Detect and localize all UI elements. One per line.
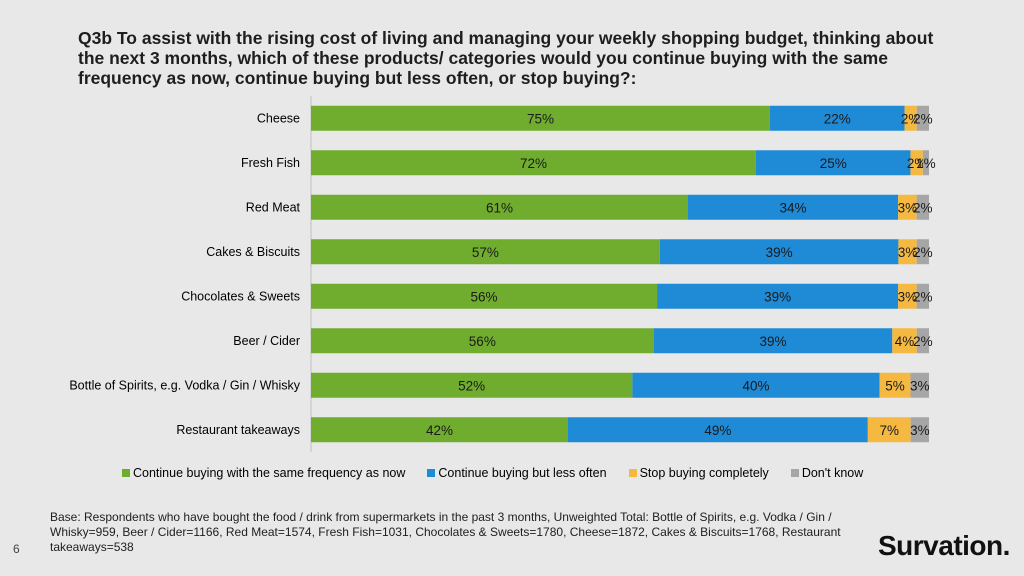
chart-title: Q3b To assist with the rising cost of li… [78,28,934,88]
data-label-stop-buying: 3% [898,289,918,304]
data-label-less-often: 40% [742,378,769,393]
data-label-dont-know: 3% [910,423,930,438]
page-number: 6 [13,542,20,556]
legend-label-dont-know: Don't know [801,466,864,480]
bar-stop-buying [904,105,917,131]
data-label-stop-buying: 2% [901,111,921,126]
bar-same-frequency [311,328,654,354]
legend-item-dont-know: Don't know [790,466,864,480]
bar-dont-know [916,105,929,131]
legend-label-less-often: Continue buying but less often [438,466,607,480]
category-label: Red Meat [246,200,301,214]
bar-stop-buying [910,150,923,176]
bar-dont-know [910,417,929,443]
bar-less-often [653,328,893,354]
bar-dont-know [910,372,929,398]
data-label-dont-know: 1% [916,156,936,171]
bar-stop-buying [879,372,911,398]
data-label-less-often: 25% [820,156,847,171]
data-label-same-frequency: 61% [486,200,513,215]
bar-dont-know [916,328,929,354]
legend-swatch-dont-know [790,469,799,477]
data-label-less-often: 22% [824,111,851,126]
survation-logo: Survation. [878,530,1010,561]
bar-same-frequency [311,372,633,398]
bar-stop-buying [898,283,917,309]
data-label-same-frequency: 57% [472,245,499,260]
data-label-less-often: 39% [766,245,793,260]
bar-less-often [687,194,899,220]
legend-swatch-less-often [427,469,436,477]
data-label-dont-know: 3% [910,378,930,393]
legend-swatch-stop-buying [628,469,637,477]
data-label-stop-buying: 4% [895,334,915,349]
bar-less-often [567,417,868,443]
bar-less-often [769,105,905,131]
legend-label-same-frequency: Continue buying with the same frequency … [133,466,406,480]
bar-stop-buying [898,239,917,265]
data-label-less-often: 39% [764,289,791,304]
data-label-dont-know: 2% [913,111,933,126]
data-label-dont-know: 2% [913,245,933,260]
data-label-stop-buying: 5% [885,378,905,393]
base-note: Base: Respondents who have bought the fo… [50,510,841,554]
data-label-same-frequency: 42% [426,423,453,438]
legend-item-stop-buying: Stop buying completely [628,466,769,480]
data-label-less-often: 39% [759,334,786,349]
category-label: Chocolates & Sweets [181,289,300,303]
category-label: Beer / Cider [233,334,300,348]
legend-item-same-frequency: Continue buying with the same frequency … [122,466,405,480]
bar-dont-know [916,283,929,309]
bar-dont-know [922,150,929,176]
chart-legend: Continue buying with the same frequency … [122,466,885,480]
bar-same-frequency [311,105,770,131]
category-label: Bottle of Spirits, e.g. Vodka / Gin / Wh… [69,378,300,392]
category-label: Cheese [257,111,300,125]
bar-stop-buying [867,417,911,443]
legend-swatch-same-frequency [122,469,130,477]
data-label-same-frequency: 56% [471,289,498,304]
bar-stop-buying [892,328,917,354]
legend-item-less-often: Continue buying but less often [427,466,607,480]
data-label-same-frequency: 72% [520,156,547,171]
bar-same-frequency [311,150,756,176]
bar-same-frequency [311,417,568,443]
data-label-stop-buying: 3% [898,200,918,215]
data-label-dont-know: 2% [913,200,933,215]
data-label-dont-know: 2% [913,334,933,349]
stacked-bar-chart: Cheese 75% 22% 2%2%Fresh Fish 72% 25% 2%1%Red … [69,96,936,452]
bar-same-frequency [311,194,688,220]
data-label-stop-buying: 3% [898,245,918,260]
category-label: Fresh Fish [241,156,300,170]
legend-label-stop-buying: Stop buying completely [639,466,769,480]
bar-less-often [659,239,899,265]
bar-same-frequency [311,239,660,265]
bar-dont-know [916,194,929,220]
category-label: Cakes & Biscuits [206,245,300,259]
data-label-same-frequency: 52% [458,378,485,393]
data-label-less-often: 34% [780,200,807,215]
bar-less-often [755,150,911,176]
data-label-dont-know: 2% [913,289,933,304]
data-label-less-often: 49% [704,423,731,438]
data-label-same-frequency: 75% [527,111,554,126]
bar-less-often [632,372,880,398]
category-label: Restaurant takeaways [176,423,300,437]
bar-less-often [657,283,899,309]
bar-same-frequency [311,283,658,309]
data-label-stop-buying: 7% [879,423,899,438]
data-label-stop-buying: 2% [907,156,927,171]
bar-stop-buying [898,194,917,220]
data-label-same-frequency: 56% [469,334,496,349]
bar-dont-know [916,239,929,265]
